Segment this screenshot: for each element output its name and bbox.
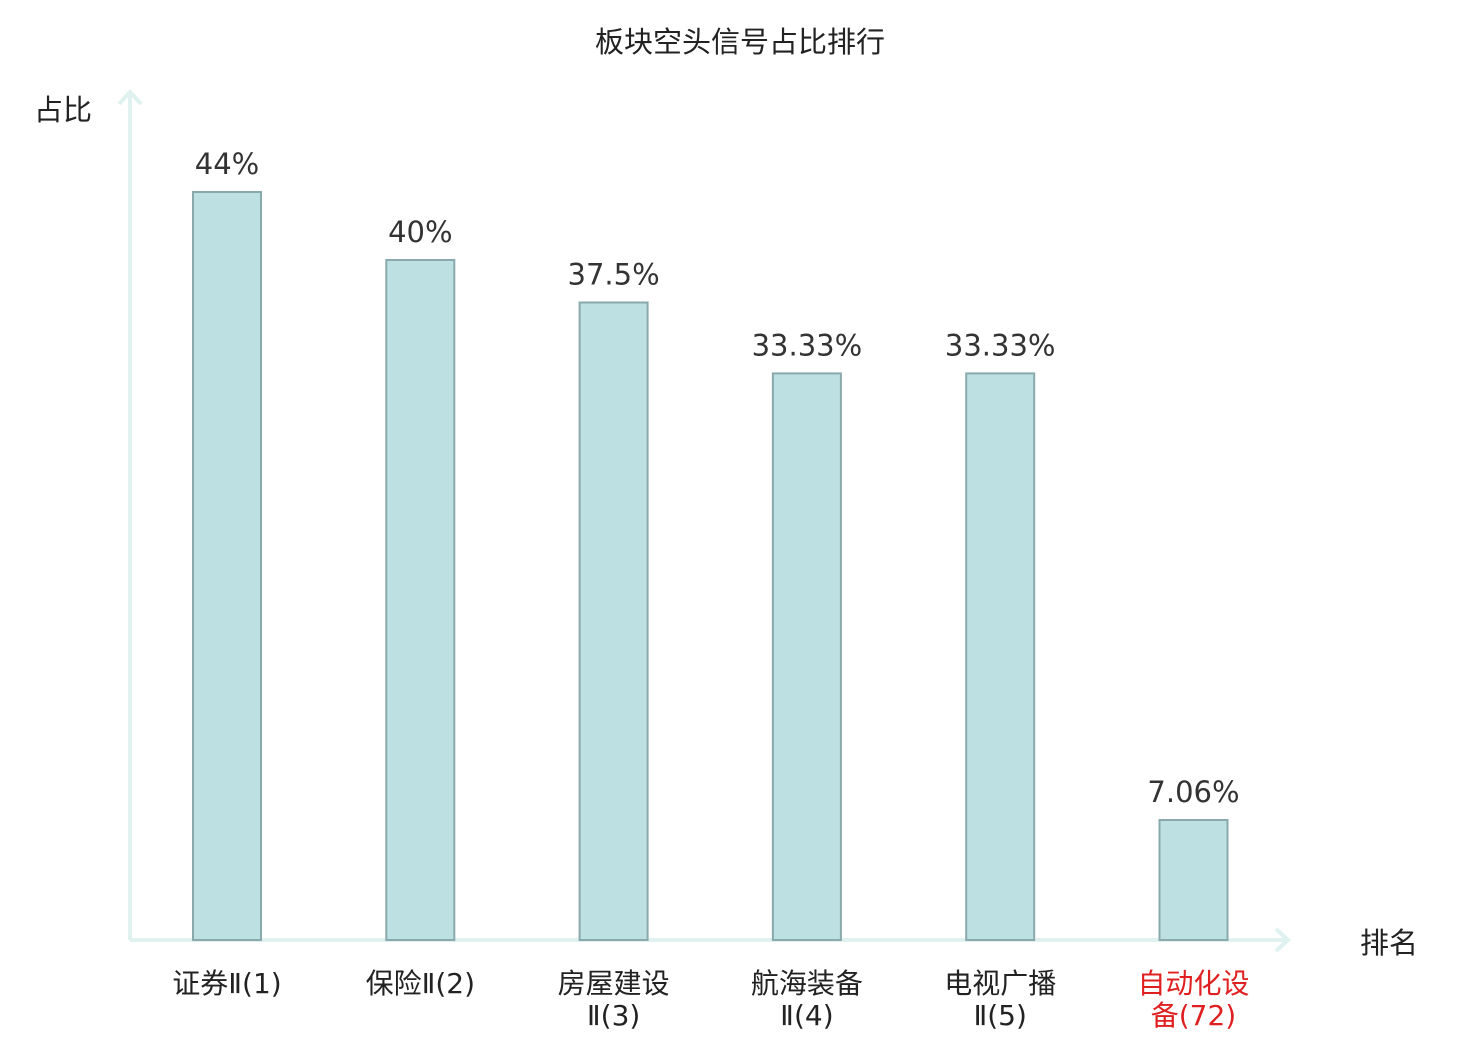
- bar-6: [1158, 819, 1229, 941]
- category-label-line: 备(72): [1151, 999, 1236, 1032]
- bar-5: [965, 372, 1036, 941]
- value-label-2: 40%: [388, 215, 452, 249]
- category-label-4: 航海装备 Ⅱ(4): [751, 967, 863, 1032]
- axes: [117, 89, 1291, 953]
- category-label-line: 电视广播: [944, 967, 1056, 1000]
- bar-3: [578, 301, 649, 941]
- category-label-line: 自动化设: [1137, 967, 1249, 1000]
- x-axis-arrow-icon: [1274, 927, 1291, 953]
- category-label-1: 证券Ⅱ(1): [172, 967, 281, 1000]
- category-label-6: 自动化设备(72): [1137, 967, 1249, 1032]
- category-label-line: 房屋建设: [558, 967, 670, 1000]
- y-axis-label: 占比: [34, 93, 92, 127]
- category-label-line: Ⅱ(3): [587, 999, 640, 1032]
- category-label-line: Ⅱ(4): [780, 999, 833, 1032]
- bar-4: [771, 372, 842, 941]
- x-axis-label: 排名: [1360, 926, 1418, 960]
- category-labels: 证券Ⅱ(1) 保险Ⅱ(2) 房屋建设 Ⅱ(3) 航海装备 Ⅱ(4) 电视广播 Ⅱ(5) 自动化设…: [172, 967, 1249, 1032]
- value-label-1: 44%: [195, 147, 259, 181]
- value-labels: 44% 40% 37.5% 33.33% 33.33% 7.06%: [195, 147, 1240, 809]
- value-label-6: 7.06%: [1147, 775, 1239, 809]
- category-label-line: Ⅱ(5): [973, 999, 1026, 1032]
- chart-title: 板块空头信号占比排行: [595, 25, 885, 59]
- bar-2: [385, 259, 456, 941]
- category-label-3: 房屋建设 Ⅱ(3): [558, 967, 670, 1032]
- value-label-5: 33.33%: [945, 328, 1056, 362]
- category-label-2: 保险Ⅱ(2): [366, 967, 475, 1000]
- bars: [192, 191, 1229, 941]
- category-label-line: 证券Ⅱ(1): [172, 967, 281, 1000]
- value-label-3: 37.5%: [568, 258, 660, 292]
- y-axis-arrow-icon: [117, 89, 143, 106]
- value-label-4: 33.33%: [752, 328, 863, 362]
- bar-1: [192, 191, 262, 941]
- category-label-line: 保险Ⅱ(2): [366, 967, 475, 1000]
- category-label-line: 航海装备: [751, 967, 863, 1000]
- category-label-5: 电视广播 Ⅱ(5): [944, 967, 1056, 1032]
